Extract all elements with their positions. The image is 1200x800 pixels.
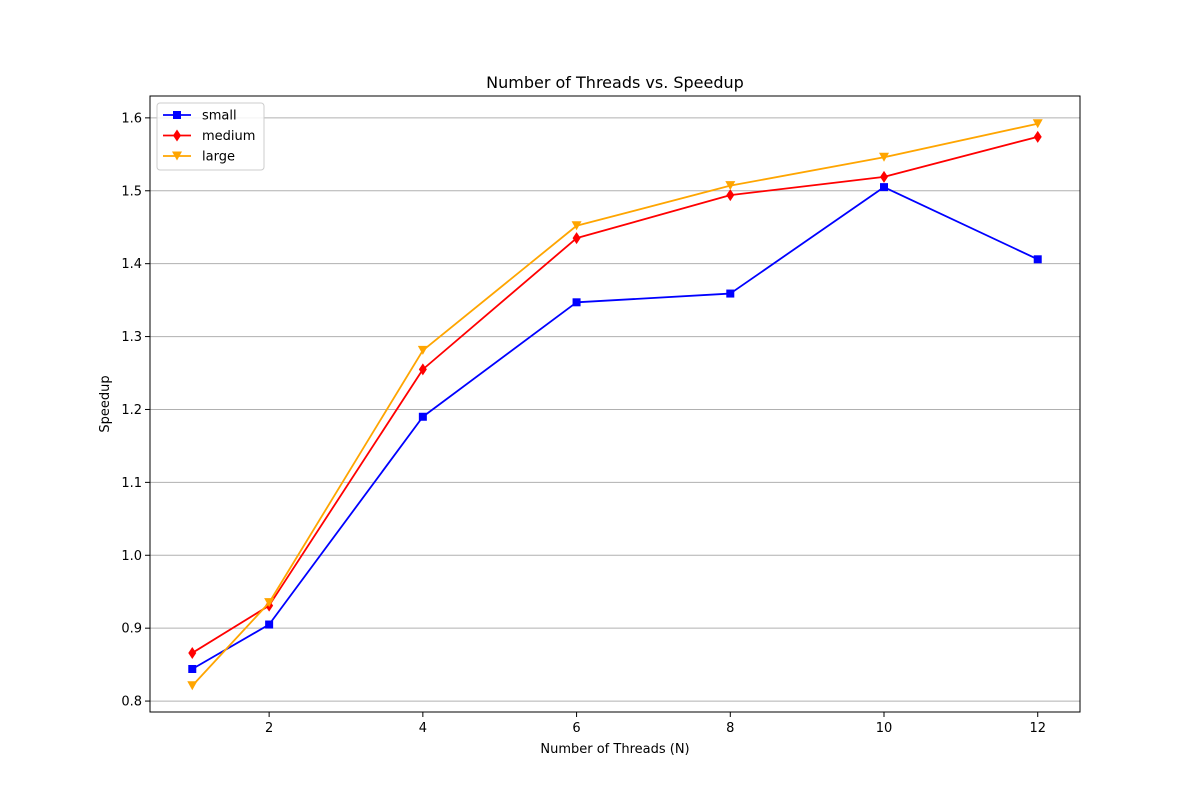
series-line-large [191,122,1038,687]
axis-ticks: 0.8 0.9 1.0 1.1 1.2 1.3 1.4 1.5 1.6 2 4 6 8 10 12 [121,111,1046,736]
y-tick-label: 1.6 [121,111,142,126]
data-point-small [418,412,427,421]
data-point-small [726,289,735,298]
legend-box [156,102,265,171]
data-point-large [879,152,890,162]
y-tick-label: 1.0 [121,549,142,564]
data-point-large [417,345,428,355]
data-point-small [880,183,889,192]
legend-marker [172,151,182,161]
series-layer [187,119,1043,691]
x-tick-label: 8 [726,721,734,736]
data-point-medium [188,646,197,659]
y-tick-label: 1.4 [121,257,142,272]
x-tick-label: 4 [419,721,427,736]
legend-item-small: small [163,109,237,124]
data-point-large [187,681,198,691]
legend-label: small [202,109,237,124]
legend-marker [173,129,181,142]
y-tick-label: 0.9 [121,622,142,637]
x-tick-label: 10 [876,721,893,736]
data-point-medium [726,189,735,202]
series-line-medium [191,135,1038,654]
x-axis-label: Number of Threads (N) [540,742,689,757]
data-point-large [1032,119,1043,129]
x-tick-label: 2 [265,721,273,736]
series-large [187,119,1043,691]
data-point-medium [880,170,889,183]
data-point-small [572,298,581,307]
legend-label: medium [202,129,255,144]
data-point-medium [572,232,581,245]
legend-item-large: large [163,150,235,165]
legend-label: large [202,150,235,165]
data-point-large [571,221,582,231]
y-tick-label: 1.3 [121,330,142,345]
data-point-large [725,181,736,191]
data-point-medium [1033,130,1042,143]
x-tick-label: 12 [1029,721,1046,736]
y-tick-label: 1.2 [121,403,142,418]
x-tick-label: 6 [572,721,580,736]
data-point-large [264,598,275,608]
y-tick-label: 1.1 [121,476,142,491]
chart-title: Number of Threads vs. Speedup [486,73,744,92]
legend: small medium large [156,102,265,171]
data-point-medium [418,363,427,376]
legend-marker [173,111,181,119]
plot-area-frame [149,95,1081,713]
data-point-small [265,620,274,629]
y-axis-label: Speedup [98,375,113,432]
data-point-small [188,664,197,673]
series-medium [188,130,1042,659]
y-tick-label: 1.5 [121,184,142,199]
grid-lines [150,117,1080,702]
series-small [188,183,1042,673]
legend-item-medium: medium [163,129,255,144]
data-point-small [1033,255,1042,264]
y-tick-label: 0.8 [121,695,142,710]
series-line-small [191,186,1039,670]
